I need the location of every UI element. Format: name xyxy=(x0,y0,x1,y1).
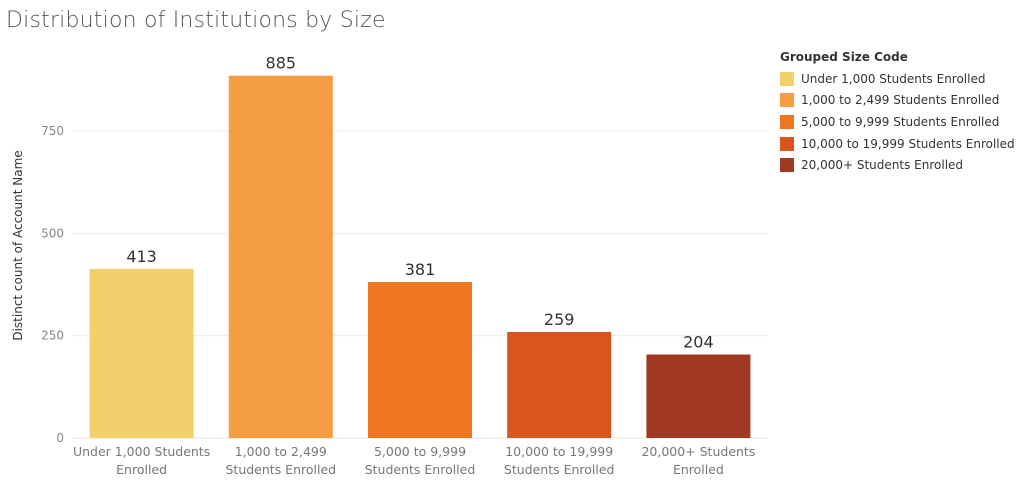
data-label: 204 xyxy=(683,332,714,351)
data-label: 413 xyxy=(126,247,157,266)
x-tick-label: 20,000+ Students xyxy=(641,444,755,459)
bar xyxy=(89,268,194,438)
legend-swatch xyxy=(780,114,794,129)
data-label: 381 xyxy=(405,260,436,279)
x-tick-label: Students Enrolled xyxy=(504,462,615,477)
legend-item[interactable]: 1,000 to 2,499 Students Enrolled xyxy=(780,90,1015,112)
bar xyxy=(507,331,612,438)
legend-title: Grouped Size Code xyxy=(780,50,908,64)
legend-items: Under 1,000 Students Enrolled 1,000 to 2,… xyxy=(780,68,1015,176)
x-tick-label: Enrolled xyxy=(673,462,724,477)
legend-label: Under 1,000 Students Enrolled xyxy=(801,71,986,86)
y-tick-label: 250 xyxy=(41,329,64,343)
bar-chart: 0 250 500 750 Distinct count of Account Name… xyxy=(11,54,768,477)
legend-label: 10,000 to 19,999 Students Enrolled xyxy=(801,136,1015,151)
bar xyxy=(646,354,751,438)
y-tick-label: 500 xyxy=(41,226,64,240)
legend-swatch xyxy=(780,71,794,86)
x-tick-label: 5,000 to 9,999 xyxy=(374,444,466,459)
legend-item[interactable]: 10,000 to 19,999 Students Enrolled xyxy=(780,133,1015,155)
legend-label: 1,000 to 2,499 Students Enrolled xyxy=(801,93,1000,108)
y-tick-label: 0 xyxy=(56,431,64,445)
legend-label: 5,000 to 9,999 Students Enrolled xyxy=(801,114,1000,129)
x-tick-label: Under 1,000 Students xyxy=(73,444,210,459)
x-tick-label: 1,000 to 2,499 xyxy=(235,444,327,459)
legend-item[interactable]: 5,000 to 9,999 Students Enrolled xyxy=(780,111,1015,133)
legend-item[interactable]: Under 1,000 Students Enrolled xyxy=(780,68,1015,90)
data-label: 259 xyxy=(544,310,575,329)
legend-item[interactable]: 20,000+ Students Enrolled xyxy=(780,154,1015,176)
data-label: 885 xyxy=(266,54,297,73)
legend: Grouped Size Code Under 1,000 Students E… xyxy=(780,50,1015,176)
y-tick-label: 750 xyxy=(41,124,64,138)
legend-label: 20,000+ Students Enrolled xyxy=(801,158,964,173)
x-tick-label: Students Enrolled xyxy=(225,462,336,477)
y-axis-title: Distinct count of Account Name xyxy=(11,150,25,340)
legend-swatch xyxy=(780,136,794,151)
chart-title: Distribution of Institutions by Size xyxy=(6,8,386,33)
legend-swatch xyxy=(780,158,794,173)
x-tick-label: Enrolled xyxy=(116,462,167,477)
x-tick-label: 10,000 to 19,999 xyxy=(505,444,613,459)
bar xyxy=(228,75,333,438)
x-tick-label: Students Enrolled xyxy=(365,462,476,477)
bar xyxy=(368,282,472,438)
legend-swatch xyxy=(780,93,794,108)
